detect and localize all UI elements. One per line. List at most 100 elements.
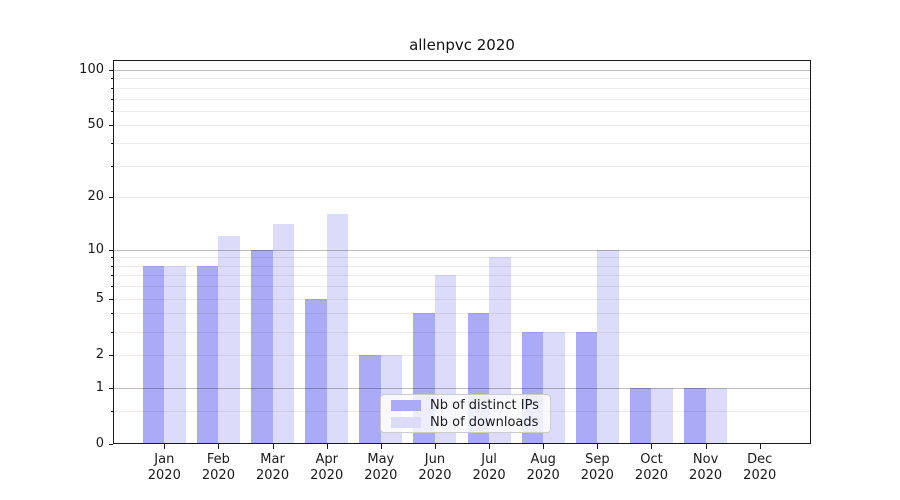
gridline-minor	[114, 87, 810, 89]
x-tick-mark	[434, 444, 436, 449]
y-tick-mark	[108, 298, 113, 300]
gridline-minor	[114, 78, 810, 80]
x-tick-year: 2020	[310, 468, 344, 483]
x-tick-year: 2020	[472, 468, 506, 483]
legend-label-distinct-ips: Nb of distinct IPs	[430, 397, 539, 413]
legend-label-downloads: Nb of downloads	[430, 414, 539, 430]
legend-item-distinct-ips: Nb of distinct IPs	[389, 397, 542, 413]
gridline-minor	[114, 313, 810, 315]
bar-downloads	[164, 265, 186, 444]
y-minor-tick-mark	[110, 78, 113, 80]
y-tick-label: 1	[95, 379, 104, 395]
bar-distinct-ips	[142, 265, 165, 444]
gridline-minor	[114, 143, 810, 145]
gridline-minor	[114, 165, 810, 167]
gridline-minor	[114, 257, 810, 259]
x-tick-label: Aug 2020	[515, 452, 571, 484]
y-tick-mark	[108, 197, 113, 199]
x-tick-mark	[218, 444, 220, 449]
x-tick-mark	[705, 444, 707, 449]
bar-downloads	[272, 224, 295, 444]
gridline-minor	[114, 110, 810, 112]
x-tick-label: Nov 2020	[678, 452, 734, 484]
x-tick-mark	[326, 444, 328, 449]
y-tick-label: 20	[87, 189, 104, 205]
bar-distinct-ips	[305, 298, 327, 444]
legend: Nb of distinct IPs Nb of downloads	[380, 394, 551, 433]
y-minor-tick-mark	[110, 87, 113, 89]
x-tick-month: Jun	[424, 452, 446, 467]
x-tick-year: 2020	[634, 468, 669, 483]
gridline-minor	[114, 275, 810, 277]
x-tick-mark	[597, 444, 599, 449]
x-tick-month: Jan	[154, 452, 175, 467]
y-minor-tick-mark	[110, 110, 113, 112]
x-tick-label: Jul 2020	[461, 452, 517, 484]
legend-item-downloads: Nb of downloads	[389, 414, 542, 430]
y-minor-tick-mark	[110, 265, 113, 267]
x-tick-mark	[164, 444, 166, 449]
gridline-major	[114, 387, 810, 389]
bar-distinct-ips	[359, 354, 381, 444]
y-tick-label: 2	[95, 346, 104, 362]
y-minor-tick-mark	[110, 98, 113, 100]
bar-distinct-ips	[196, 265, 219, 444]
x-tick-month: Oct	[640, 452, 663, 467]
x-tick-label: Sep 2020	[569, 452, 625, 484]
y-tick-mark	[108, 387, 113, 389]
y-tick-mark	[108, 443, 113, 445]
x-tick-year: 2020	[256, 468, 290, 483]
gridline-minor	[114, 331, 810, 333]
y-minor-tick-mark	[110, 331, 113, 333]
x-tick-year: 2020	[526, 468, 560, 483]
x-tick-mark	[489, 444, 491, 449]
y-minor-tick-mark	[110, 286, 113, 288]
x-tick-label: Jan 2020	[136, 452, 192, 484]
bar-downloads	[651, 387, 673, 444]
y-tick-label: 100	[79, 61, 104, 77]
x-tick-month: Sep	[585, 452, 610, 467]
x-tick-month: Aug	[530, 452, 556, 467]
x-tick-mark	[380, 444, 382, 449]
x-tick-month: May	[367, 452, 395, 467]
x-tick-mark	[759, 444, 761, 449]
y-tick-label: 50	[87, 117, 104, 133]
x-tick-month: Feb	[206, 452, 230, 467]
gridline-minor	[114, 298, 810, 300]
x-tick-year: 2020	[364, 468, 398, 483]
gridline-minor	[114, 197, 810, 199]
x-tick-month: Nov	[692, 452, 719, 467]
bar-downloads	[597, 249, 619, 444]
bar-distinct-ips	[575, 331, 598, 444]
y-minor-tick-mark	[110, 275, 113, 277]
gridline-minor	[114, 265, 810, 267]
x-tick-month: Apr	[315, 452, 338, 467]
y-minor-tick-mark	[110, 313, 113, 315]
x-tick-year: 2020	[743, 468, 777, 483]
x-tick-month: Jul	[481, 452, 497, 467]
x-tick-label: May 2020	[353, 452, 409, 484]
bar-distinct-ips	[684, 387, 706, 444]
x-tick-label: Mar 2020	[245, 452, 301, 484]
x-tick-label: Apr 2020	[299, 452, 355, 484]
x-tick-year: 2020	[418, 468, 452, 483]
x-tick-mark	[543, 444, 545, 449]
bar-downloads	[705, 387, 728, 444]
x-tick-label: Dec 2020	[732, 452, 788, 484]
bar-distinct-ips	[629, 387, 652, 444]
y-minor-tick-mark	[110, 410, 113, 412]
y-minor-tick-mark	[110, 257, 113, 259]
gridline-minor	[114, 98, 810, 100]
gridline-minor	[114, 354, 810, 356]
y-minor-tick-mark	[110, 143, 113, 145]
y-tick-mark	[108, 249, 113, 251]
x-tick-month: Mar	[260, 452, 285, 467]
x-tick-label: Oct 2020	[623, 452, 679, 484]
x-tick-year: 2020	[147, 468, 181, 483]
y-tick-label: 5	[95, 290, 104, 306]
bar-downloads	[326, 214, 349, 444]
x-tick-mark	[651, 444, 653, 449]
chart-title: allenpvc 2020	[409, 36, 515, 54]
x-tick-month: Dec	[747, 452, 773, 467]
